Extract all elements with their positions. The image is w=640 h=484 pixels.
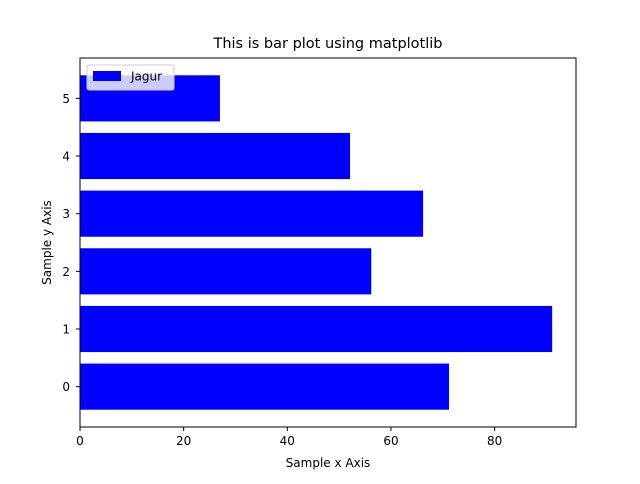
y-tick-label: 5 — [62, 92, 70, 106]
y-tick-label: 1 — [62, 322, 70, 336]
x-ticks-group: 0 20 40 60 80 — [76, 427, 502, 448]
x-tick-label: 60 — [383, 434, 398, 448]
legend-swatch-jagur — [93, 71, 121, 81]
bar-2 — [80, 248, 372, 295]
y-tick-label: 4 — [62, 150, 70, 164]
plot-frame — [79, 57, 577, 428]
bar-0 — [80, 363, 450, 410]
chart-title: This is bar plot using matplotlib — [212, 36, 442, 52]
legend-label-jagur: Jagur — [130, 70, 162, 84]
y-axis-label: Sample y Axis — [40, 200, 54, 285]
bar-4 — [80, 132, 351, 180]
bar-3 — [80, 190, 424, 237]
x-axis-label: Sample x Axis — [286, 456, 371, 470]
bar-1 — [80, 305, 553, 353]
legend: Jagur — [86, 64, 175, 91]
y-tick-label: 2 — [62, 265, 70, 279]
y-ticks-group: 0 1 2 3 4 5 — [62, 92, 80, 394]
x-tick-label: 0 — [76, 434, 84, 448]
x-tick-label: 20 — [176, 434, 191, 448]
y-tick-label: 0 — [62, 380, 70, 394]
x-tick-label: 40 — [280, 434, 295, 448]
bars-group — [80, 75, 553, 410]
y-tick-label: 3 — [62, 207, 70, 221]
x-tick-label: 80 — [487, 434, 502, 448]
